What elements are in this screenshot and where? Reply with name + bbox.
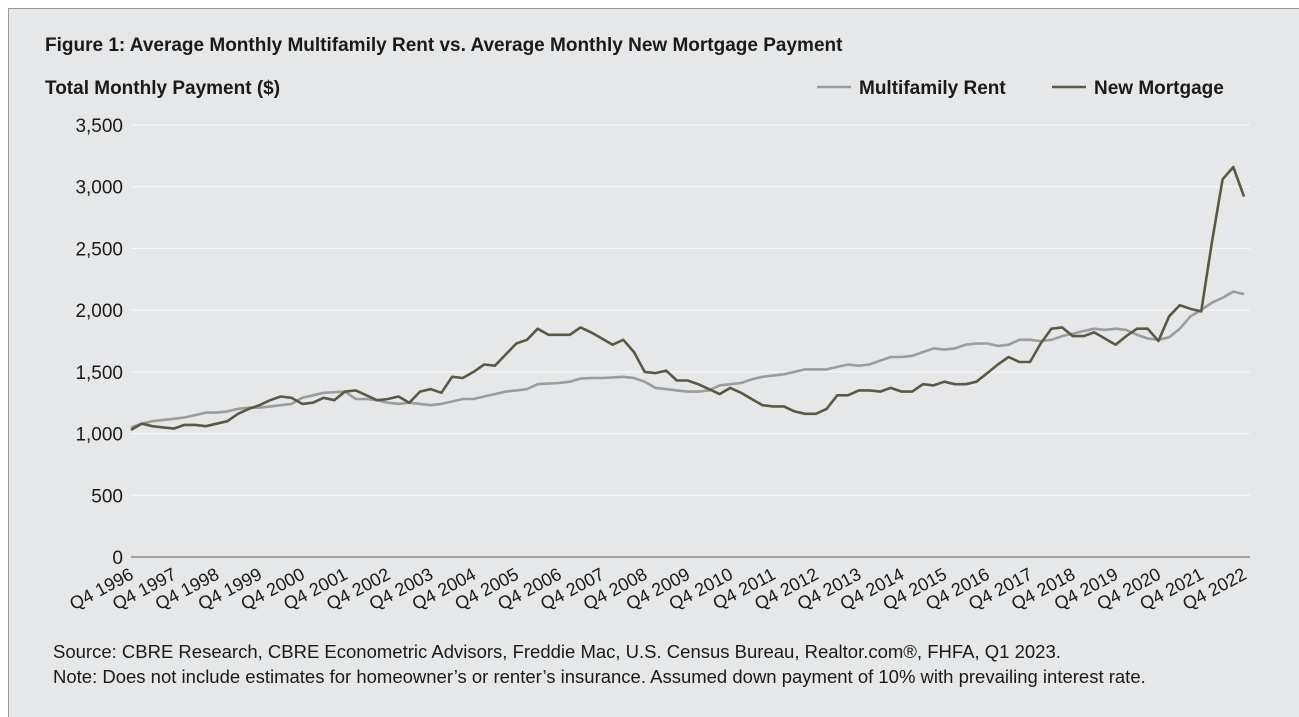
y-tick-label: 1,000 — [75, 425, 123, 446]
y-tick-label: 3,500 — [75, 116, 123, 137]
y-axis-label: Total Monthly Payment ($) — [45, 78, 280, 99]
y-tick-label: 2,000 — [75, 301, 123, 322]
chart-title: Figure 1: Average Monthly Multifamily Re… — [45, 35, 843, 56]
line-series — [130, 290, 1245, 429]
footnotes: Source: CBRE Research, CBRE Econometric … — [53, 639, 1263, 689]
figure-card: Figure 1: Average Monthly Multifamily Re… — [8, 8, 1299, 717]
y-tick-label: 0 — [112, 548, 123, 569]
y-tick-label: 2,500 — [75, 239, 123, 260]
chart: Figure 1: Average Monthly Multifamily Re… — [45, 35, 1250, 614]
y-tick-label: 1,500 — [75, 363, 123, 384]
line-series — [130, 165, 1246, 432]
y-tick-label: 3,000 — [75, 178, 123, 199]
note: Note: Does not include estimates for hom… — [53, 666, 1146, 687]
y-tick-label: 500 — [91, 486, 123, 507]
legend-label: Multifamily Rent — [859, 78, 1006, 99]
source-note: Source: CBRE Research, CBRE Econometric … — [53, 641, 1061, 662]
legend-label: New Mortgage — [1094, 78, 1224, 99]
